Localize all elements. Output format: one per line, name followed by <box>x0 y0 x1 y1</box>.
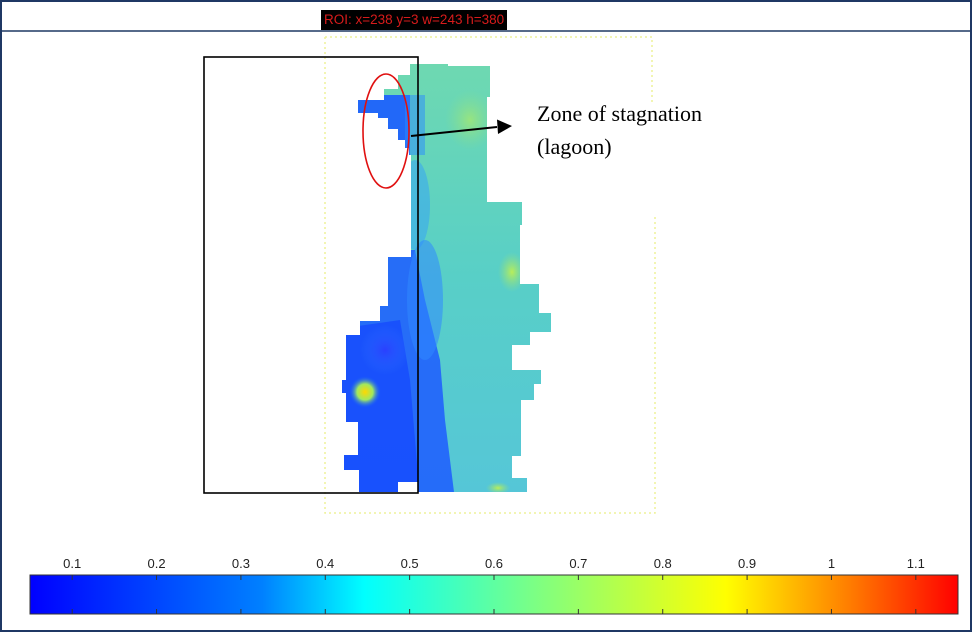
colorbar-tick-label: 0.3 <box>232 556 250 571</box>
colorbar <box>29 574 959 615</box>
colorbar-tick-label: 0.2 <box>148 556 166 571</box>
lagoon-ellipse <box>362 73 410 189</box>
colorbar-ticks <box>71 575 917 614</box>
colorbar-tick-label: 1 <box>828 556 835 571</box>
stagnation-annotation: Zone of stagnation (lagoon) <box>537 97 702 163</box>
annotation-line-2: (lagoon) <box>537 134 612 159</box>
colorbar-tick-label: 0.8 <box>654 556 672 571</box>
annotation-line-1: Zone of stagnation <box>537 101 702 126</box>
colorbar-tick-label: 0.4 <box>316 556 334 571</box>
dead-zone-box <box>203 56 419 494</box>
colorbar-tick-label: 0.9 <box>738 556 756 571</box>
colorbar-tick-label: 0.6 <box>485 556 503 571</box>
colorbar-tick-label: 1.1 <box>907 556 925 571</box>
roi-label: ROI: x=238 y=3 w=243 h=380 <box>321 10 508 30</box>
colorbar-tick-label: 0.5 <box>401 556 419 571</box>
annotation-arrow <box>410 126 498 137</box>
colorbar-tick-label: 0.1 <box>63 556 81 571</box>
colorbar-tick-label: 0.7 <box>569 556 587 571</box>
arrow-head-icon <box>497 119 512 134</box>
roi-outline <box>324 36 656 514</box>
colorbar-tick-labels: 0.1 0.2 0.3 0.4 0.5 0.6 0.7 0.8 0.9 1 1.1 <box>63 556 925 571</box>
